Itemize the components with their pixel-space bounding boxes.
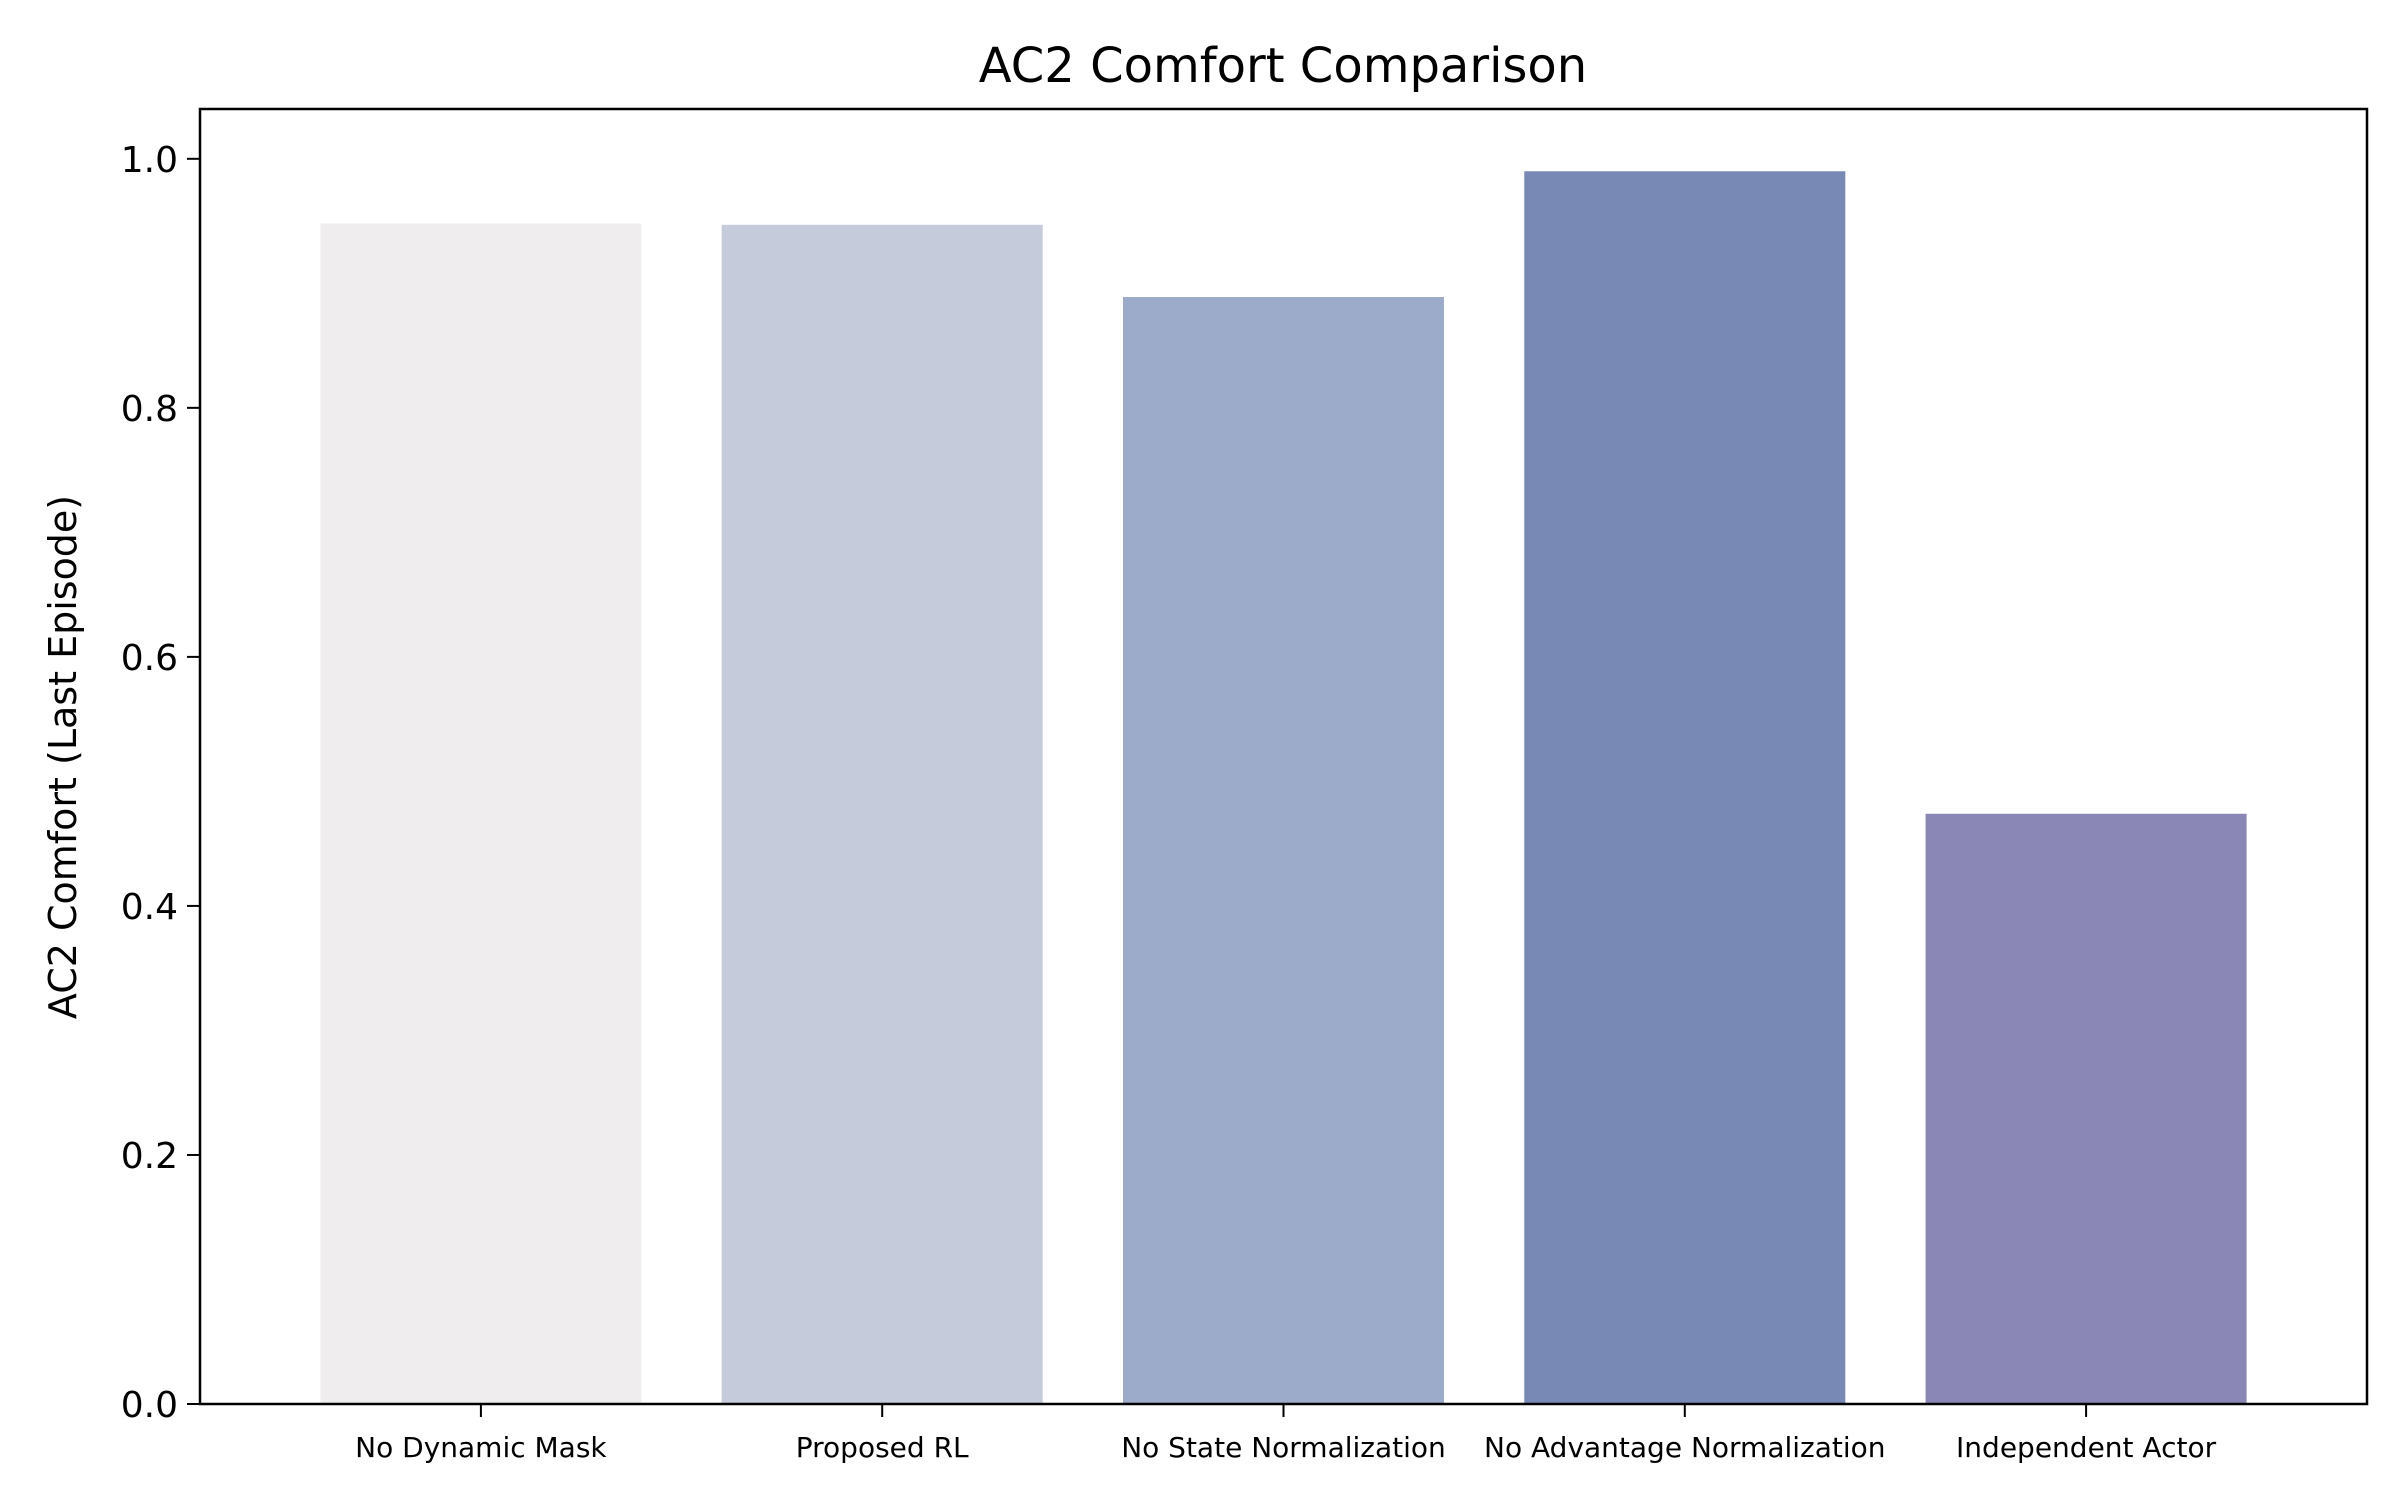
y-tick-label: 0.0 bbox=[121, 1385, 178, 1426]
bar-proposed-rl bbox=[721, 224, 1043, 1405]
chart-title: AC2 Comfort Comparison bbox=[979, 38, 1587, 94]
y-tick-label: 0.8 bbox=[121, 389, 178, 430]
x-tick-label: No State Normalization bbox=[1121, 1431, 1446, 1464]
x-tick-label: No Dynamic Mask bbox=[355, 1431, 607, 1464]
y-axis-ticks: 0.0 0.2 0.4 0.6 0.8 1.0 bbox=[121, 140, 200, 1426]
x-tick-label: Independent Actor bbox=[1956, 1431, 2217, 1464]
y-tick-label: 0.4 bbox=[121, 887, 178, 928]
y-axis-label: AC2 Comfort (Last Episode) bbox=[41, 495, 85, 1019]
bar-no-state-normalization bbox=[1122, 297, 1445, 1404]
bar-no-dynamic-mask bbox=[320, 223, 642, 1404]
y-tick-label: 0.6 bbox=[121, 638, 178, 679]
plot-frame bbox=[198, 107, 2369, 1406]
bar-no-advantage-normalization bbox=[1524, 171, 1846, 1404]
x-tick-label: No Advantage Normalization bbox=[1484, 1431, 1886, 1464]
y-tick-label: 0.2 bbox=[121, 1136, 178, 1177]
x-tick-label: Proposed RL bbox=[796, 1431, 969, 1464]
x-axis-ticks: No Dynamic Mask Proposed RL No State Norma… bbox=[355, 1404, 2217, 1464]
bar-independent-actor bbox=[1925, 813, 2247, 1404]
bars-group bbox=[320, 171, 2247, 1405]
y-tick-label: 1.0 bbox=[121, 140, 178, 181]
